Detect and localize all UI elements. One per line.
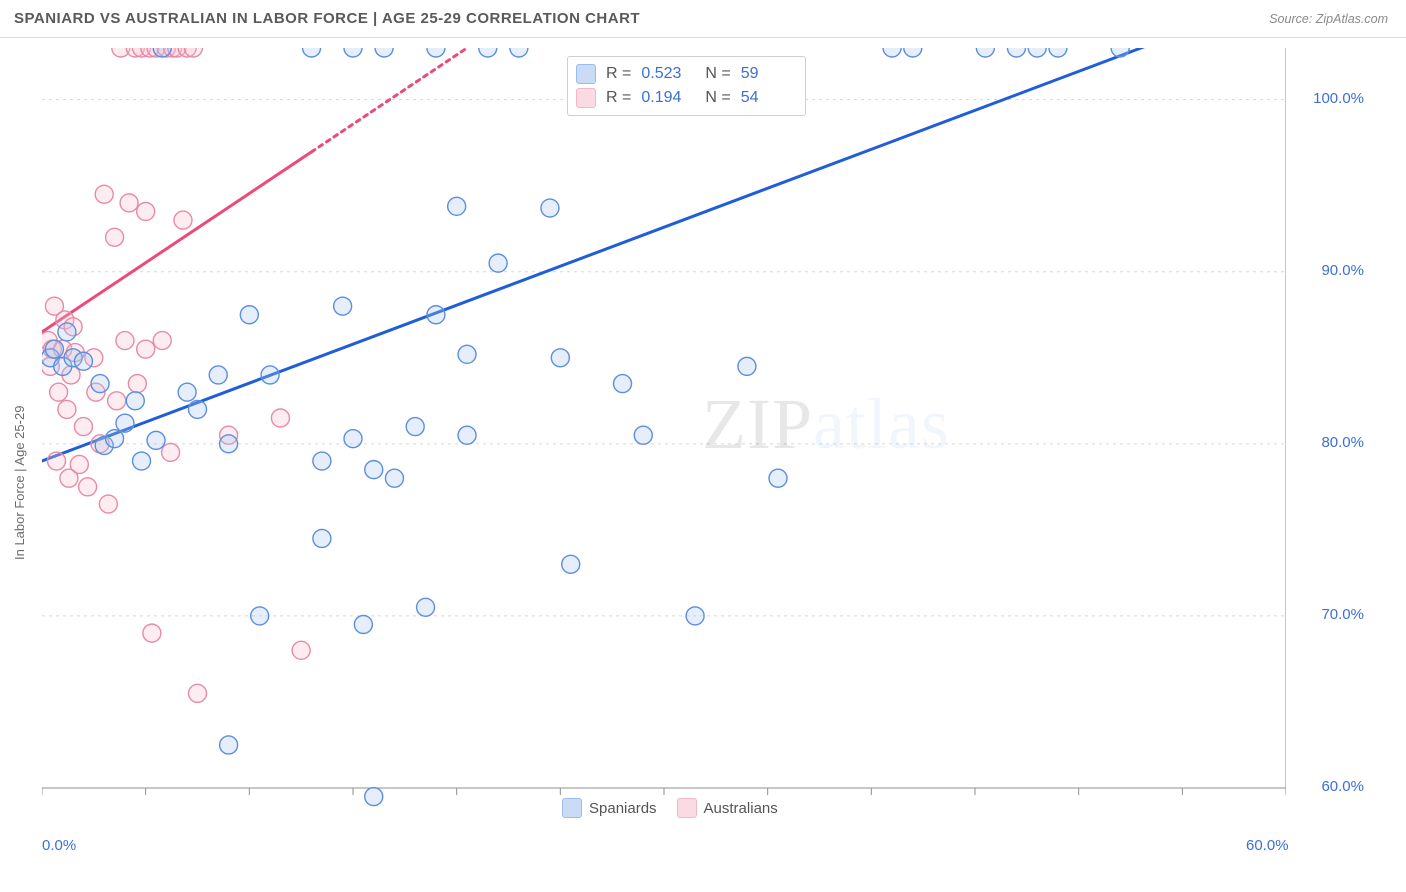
legend-item: Spaniards xyxy=(562,798,657,818)
y-axis-label: In Labor Force | Age 25-29 xyxy=(12,406,27,560)
source-label: Source: ZipAtlas.com xyxy=(1269,12,1388,26)
stat-n-value: 54 xyxy=(741,89,795,107)
y-tick: 80.0% xyxy=(1321,434,1364,451)
stat-r-value: 0.523 xyxy=(641,65,695,83)
x-tick: 60.0% xyxy=(1246,837,1289,854)
legend-swatch xyxy=(677,798,697,818)
legend-label: Australians xyxy=(704,800,778,817)
plot-area: ZIPatlas R =0.523N =59R =0.194N =54 Span… xyxy=(42,48,1286,818)
chart-root: SPANIARD VS AUSTRALIAN IN LABOR FORCE | … xyxy=(0,0,1406,892)
y-tick: 70.0% xyxy=(1321,606,1364,623)
x-tick: 0.0% xyxy=(42,837,76,854)
stat-n-label: N = xyxy=(705,89,730,107)
legend-swatch xyxy=(576,88,596,108)
legend-stats-box: R = 0.523 N = 59 R = 0.194 N = 54 xyxy=(567,56,806,116)
legend-bottom: Spaniards Australians xyxy=(562,798,778,818)
legend-item: Australians xyxy=(677,798,778,818)
stat-r-label: R = xyxy=(606,65,631,83)
stat-r-value: 0.194 xyxy=(641,89,695,107)
legend-swatch xyxy=(562,798,582,818)
chart-title: SPANIARD VS AUSTRALIAN IN LABOR FORCE | … xyxy=(14,10,640,27)
y-tick: 100.0% xyxy=(1313,90,1364,107)
header: SPANIARD VS AUSTRALIAN IN LABOR FORCE | … xyxy=(0,0,1406,38)
legend-stats-row: R = 0.194 N = 54 xyxy=(576,86,795,110)
y-tick: 90.0% xyxy=(1321,262,1364,279)
legend-stats-row: R = 0.523 N = 59 xyxy=(576,62,795,86)
stat-n-value: 59 xyxy=(741,65,795,83)
y-tick: 60.0% xyxy=(1321,778,1364,795)
legend-label: Spaniards xyxy=(589,800,657,817)
legend-swatch xyxy=(576,64,596,84)
stat-r-label: R = xyxy=(606,89,631,107)
plot-svg xyxy=(42,48,1286,818)
stat-n-label: N = xyxy=(705,65,730,83)
